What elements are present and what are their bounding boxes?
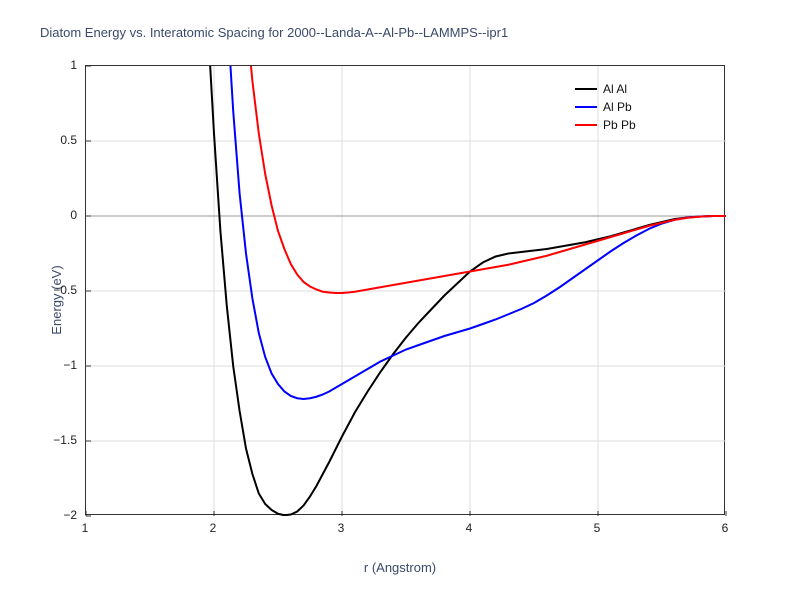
x-tick-label: 4: [466, 521, 473, 535]
legend-swatch: [575, 88, 597, 90]
legend-item[interactable]: Al Pb: [575, 98, 636, 116]
legend-label: Pb Pb: [603, 118, 636, 132]
legend-label: Al Al: [603, 82, 627, 96]
chart-container: Diatom Energy vs. Interatomic Spacing fo…: [0, 0, 800, 600]
y-tick-label: −1.5: [45, 433, 77, 447]
legend-item[interactable]: Pb Pb: [575, 116, 636, 134]
y-tick-label: −1: [45, 358, 77, 372]
chart-title: Diatom Energy vs. Interatomic Spacing fo…: [40, 25, 508, 40]
legend-swatch: [575, 124, 597, 126]
legend-label: Al Pb: [603, 100, 632, 114]
x-tick-label: 1: [82, 521, 89, 535]
series-line: [229, 0, 726, 293]
x-axis-label: r (Angstrom): [364, 560, 436, 575]
y-tick-label: 0: [45, 208, 77, 222]
x-tick-label: 6: [722, 521, 729, 535]
x-tick-label: 2: [210, 521, 217, 535]
legend-item[interactable]: Al Al: [575, 80, 636, 98]
legend-swatch: [575, 106, 597, 108]
x-tick-label: 5: [594, 521, 601, 535]
x-tick-label: 3: [338, 521, 345, 535]
y-tick-label: −0.5: [45, 283, 77, 297]
y-tick-label: 0.5: [45, 133, 77, 147]
y-tick-label: −2: [45, 508, 77, 522]
y-axis-label: Energy (eV): [49, 265, 64, 334]
y-tick-label: 1: [45, 58, 77, 72]
series-line: [195, 0, 726, 515]
legend: Al Al Al Pb Pb Pb: [575, 80, 636, 134]
